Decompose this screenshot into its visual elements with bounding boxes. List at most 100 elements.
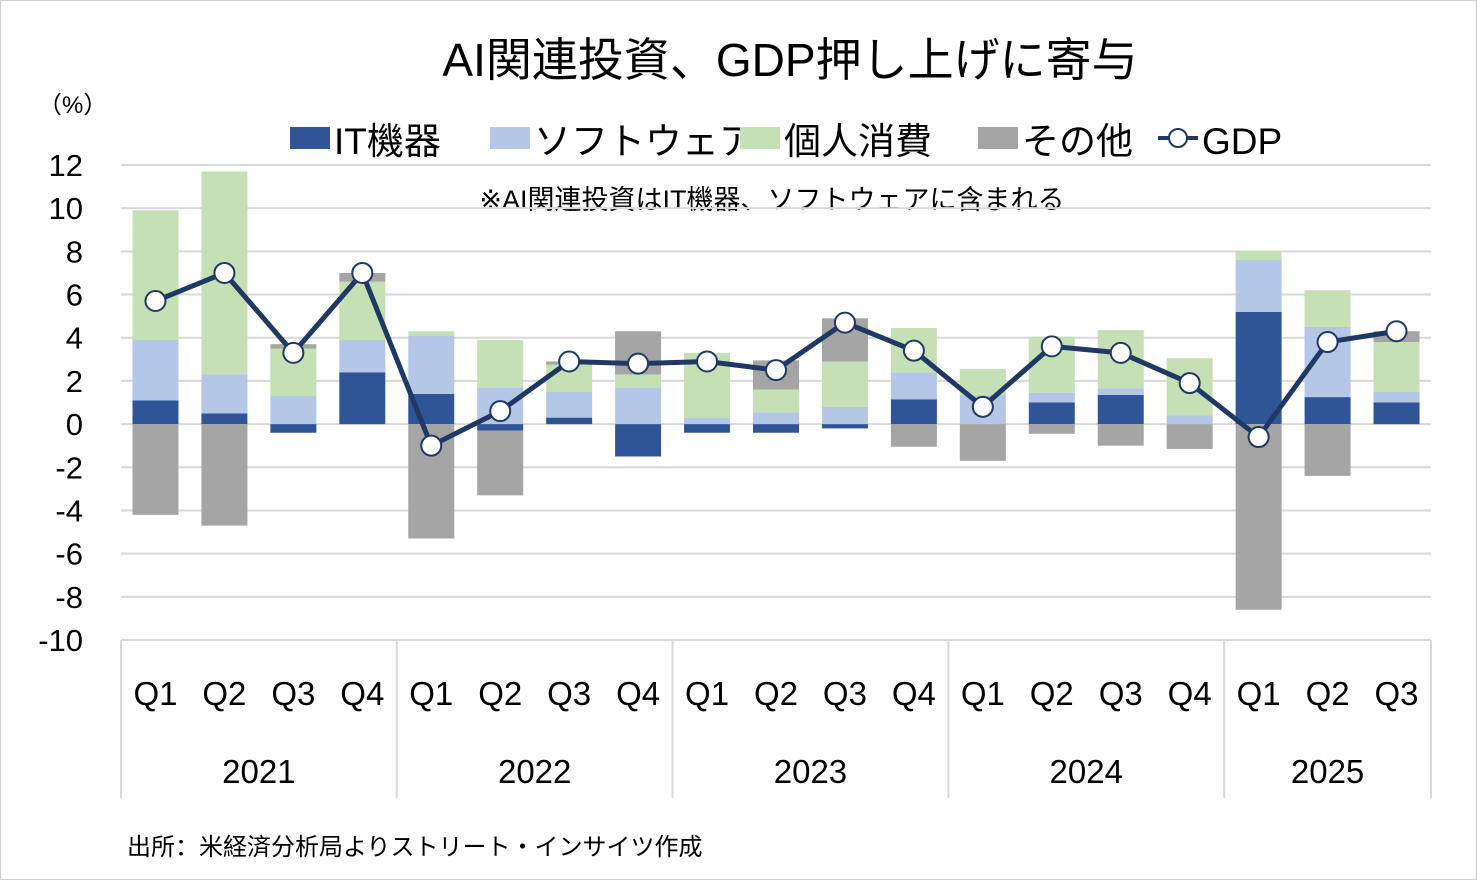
source-note: 出所：米経済分析局よりストリート・インサイツ作成 bbox=[127, 834, 703, 861]
bar-0 bbox=[753, 424, 799, 433]
bar-1 bbox=[1166, 415, 1213, 425]
bar-1 bbox=[270, 396, 317, 425]
bar-1 bbox=[615, 387, 662, 425]
legend-label: 個人消費 bbox=[784, 121, 932, 162]
x-tick-label: Q1 bbox=[133, 675, 177, 712]
year-label: 2022 bbox=[498, 753, 571, 790]
bar-1 bbox=[546, 391, 593, 418]
legend-swatch bbox=[740, 127, 780, 149]
gdp-point bbox=[420, 434, 443, 457]
bar-1 bbox=[1097, 388, 1144, 395]
bar-3 bbox=[201, 424, 248, 526]
gdp-point bbox=[1316, 331, 1339, 354]
y-tick-label: 8 bbox=[66, 234, 83, 269]
x-tick-label: Q4 bbox=[1168, 675, 1212, 712]
bar-2 bbox=[1304, 290, 1351, 327]
x-tick-label: Q2 bbox=[478, 675, 522, 712]
x-tick-label: Q2 bbox=[754, 675, 798, 712]
y-tick-label: -4 bbox=[55, 493, 83, 528]
gdp-point bbox=[213, 261, 236, 284]
bar-3 bbox=[477, 430, 524, 496]
y-tick-label: 6 bbox=[66, 278, 83, 313]
legend-label: IT機器 bbox=[334, 121, 441, 162]
x-tick-label: Q1 bbox=[409, 675, 453, 712]
y-tick-label: -2 bbox=[55, 450, 83, 485]
bar-3 bbox=[890, 424, 937, 447]
bar-1 bbox=[684, 417, 731, 425]
bar-2 bbox=[821, 361, 868, 407]
x-tick-label: Q1 bbox=[685, 675, 729, 712]
legend-swatch bbox=[490, 127, 530, 149]
bar-0 bbox=[890, 399, 937, 425]
bar-0 bbox=[270, 424, 317, 433]
y-unit-label: （%） bbox=[38, 92, 107, 119]
x-tick-label: Q3 bbox=[823, 675, 867, 712]
bar-3 bbox=[132, 424, 179, 515]
bar-3 bbox=[1097, 424, 1144, 446]
gdp-point bbox=[558, 350, 581, 373]
bar-3 bbox=[1304, 424, 1351, 476]
x-tick-label: Q4 bbox=[616, 675, 660, 712]
x-tick-label: Q3 bbox=[1099, 675, 1143, 712]
bar-1 bbox=[1373, 391, 1420, 403]
bar-0 bbox=[1097, 394, 1144, 425]
y-tick-label: 2 bbox=[66, 364, 83, 399]
bar-2 bbox=[1373, 342, 1420, 392]
year-label: 2025 bbox=[1291, 753, 1364, 790]
gdp-point bbox=[1385, 320, 1408, 343]
gdp-point bbox=[489, 400, 512, 423]
year-label: 2024 bbox=[1050, 753, 1123, 790]
legend-swatch bbox=[290, 127, 330, 149]
year-label: 2023 bbox=[774, 753, 847, 790]
x-tick-label: Q4 bbox=[892, 675, 936, 712]
bar-0 bbox=[339, 372, 386, 425]
bar-0 bbox=[615, 424, 662, 457]
x-tick-label: Q2 bbox=[1030, 675, 1074, 712]
x-tick-label: Q4 bbox=[340, 675, 384, 712]
gdp-point bbox=[144, 290, 167, 313]
bar-0 bbox=[684, 424, 731, 433]
legend-marker bbox=[1168, 128, 1188, 148]
x-tick-label: Q3 bbox=[547, 675, 591, 712]
year-label: 2021 bbox=[222, 753, 295, 790]
bar-1 bbox=[753, 412, 799, 425]
bar-0 bbox=[477, 424, 524, 431]
gdp-point bbox=[351, 261, 374, 284]
gdp-point bbox=[1040, 335, 1063, 358]
x-tick-label: Q1 bbox=[1237, 675, 1281, 712]
bar-1 bbox=[1235, 260, 1282, 312]
bar-0 bbox=[1235, 311, 1282, 425]
gdp-point bbox=[1178, 372, 1201, 395]
gdp-point bbox=[833, 311, 856, 334]
bar-2 bbox=[753, 389, 799, 413]
y-tick-label: 12 bbox=[49, 148, 83, 183]
gdp-point bbox=[902, 339, 925, 362]
bar-1 bbox=[1028, 392, 1075, 403]
bar-0 bbox=[1373, 402, 1420, 425]
bar-2 bbox=[132, 210, 179, 340]
bar-3 bbox=[1028, 424, 1075, 434]
chart-title: AI関連投資、GDP押し上げに寄与 bbox=[442, 34, 1137, 86]
x-tick-label: Q2 bbox=[1306, 675, 1350, 712]
gdp-point bbox=[1247, 426, 1270, 449]
legend-label: GDP bbox=[1202, 121, 1282, 162]
bar-0 bbox=[1304, 397, 1351, 425]
gdp-point bbox=[971, 395, 994, 418]
bar-1 bbox=[890, 372, 937, 400]
bar-3 bbox=[1235, 424, 1282, 610]
x-tick-label: Q3 bbox=[1375, 675, 1419, 712]
bar-0 bbox=[132, 400, 179, 425]
bar-2 bbox=[1235, 251, 1282, 260]
bar-0 bbox=[1028, 402, 1075, 425]
legend-label: ソフトウェア bbox=[534, 121, 756, 162]
gdp-point bbox=[282, 341, 305, 364]
y-tick-label: 0 bbox=[66, 407, 83, 442]
gdp-point bbox=[765, 359, 787, 382]
x-tick-label: Q1 bbox=[961, 675, 1005, 712]
gdp-point bbox=[1109, 341, 1132, 364]
bar-1 bbox=[201, 374, 248, 414]
bar-0 bbox=[546, 417, 593, 425]
bar-2 bbox=[615, 374, 662, 388]
legend-label: その他 bbox=[1022, 121, 1133, 162]
